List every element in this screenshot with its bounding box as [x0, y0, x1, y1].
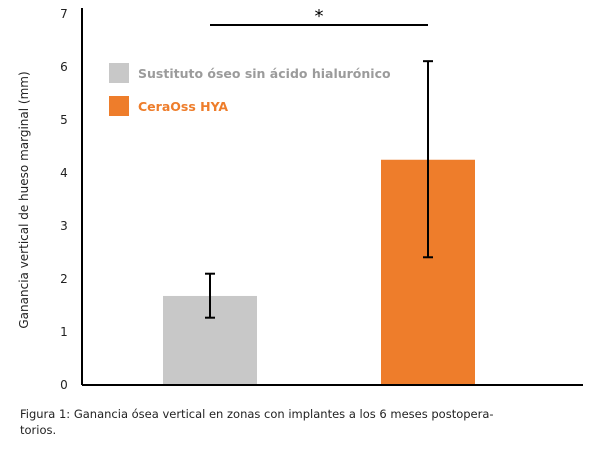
- legend: Sustituto óseo sin ácido hialurónico Cera…: [109, 63, 391, 116]
- legend-label-1: CeraOss HYA: [138, 99, 228, 114]
- y-tick-label: 2: [60, 272, 68, 286]
- error-bar-1: [423, 60, 433, 259]
- legend-label-0: Sustituto óseo sin ácido hialurónico: [138, 66, 391, 81]
- legend-swatch-0: [109, 63, 129, 83]
- error-bars: [205, 60, 433, 319]
- y-tick-label: 6: [60, 60, 68, 74]
- y-ticks: 0 1 2 3 4 5 6 7: [60, 7, 68, 392]
- figure-caption: Figura 1: Ganancia ósea vertical en zona…: [20, 407, 494, 437]
- y-tick-label: 3: [60, 219, 68, 233]
- y-tick-label: 0: [60, 378, 68, 392]
- y-tick-label: 1: [60, 325, 68, 339]
- significance-marker: *: [315, 6, 324, 27]
- bar-chart: Ganancia vertical de hueso marginal (mm)…: [17, 6, 583, 392]
- error-bar-0: [205, 272, 215, 319]
- y-axis-label: Ganancia vertical de hueso marginal (mm): [17, 71, 31, 328]
- y-tick-label: 5: [60, 113, 68, 127]
- legend-swatch-1: [109, 96, 129, 116]
- significance-annotation: *: [210, 6, 428, 27]
- y-tick-label: 4: [60, 166, 68, 180]
- y-tick-label: 7: [60, 7, 68, 21]
